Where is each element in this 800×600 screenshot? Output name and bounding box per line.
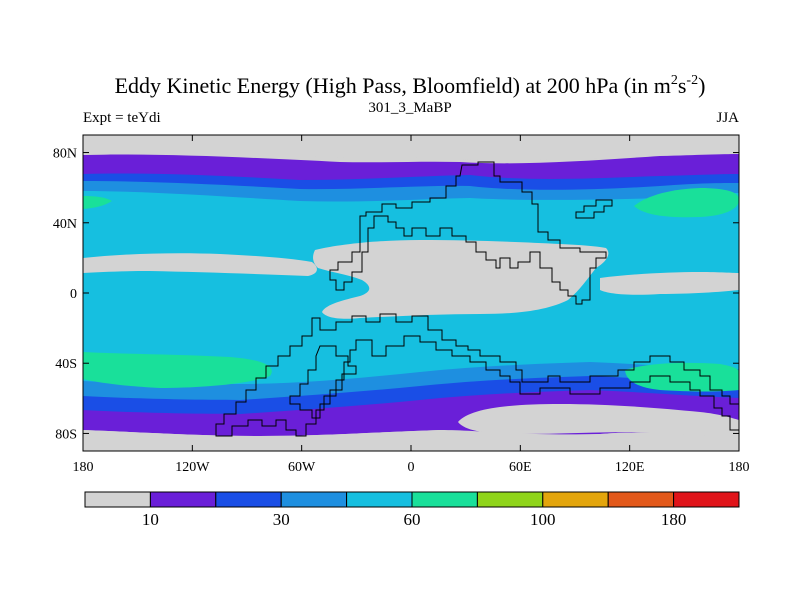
nodata-polar-south [83,430,739,451]
colorbar-box [542,491,609,508]
band-level-5-north-atlantic [83,196,112,209]
nodata-west-pacific [600,272,739,295]
lon-tick-label: 0 [408,460,415,475]
lon-tick-label: 120W [175,460,210,475]
lon-tick-label: 60W [288,460,316,475]
nodata-tropics-main [313,240,609,319]
nodata-south-pacific-blob [458,404,739,436]
nodata-polar-north [83,135,739,160]
colorbar-box [84,491,151,508]
coastline-north-continent [329,161,607,305]
lon-tick-label: 180 [73,460,94,475]
colorbar-box [215,491,282,508]
nodata-east-pacific [83,253,317,276]
colorbar-label: 10 [142,510,159,529]
lat-tick-label: 40S [55,357,77,372]
colorbar-box [607,491,675,508]
chart-title: Eddy Kinetic Energy (High Pass, Bloomfie… [115,73,706,98]
lon-tick-label: 180 [729,460,750,475]
colorbar-box [411,491,478,508]
colorbar-box [280,491,348,508]
lon-tick-label: 60E [509,460,532,475]
colorbar: 10 30 60 100 180 [84,491,740,529]
lon-tick-label: 120E [615,460,645,475]
lat-tick-label: 0 [70,287,77,302]
coastline-north-island [575,199,613,219]
colorbar-label: 30 [273,510,290,529]
colorbar-label: 180 [661,510,687,529]
axis-ticks: 80N 40N 0 40S 80S 180 120W 60W 0 60E 120E 180 [53,135,750,475]
lat-tick-label: 40N [53,217,77,232]
band-level-5-north-pacific [634,188,739,218]
colorbar-box [346,491,413,508]
chart-subtitle: 301_3_MaBP [368,100,451,116]
coastline-layer [215,161,739,437]
coastline-south-inner [289,345,357,419]
colorbar-label: 60 [404,510,421,529]
colorbar-box [476,491,544,508]
lat-tick-label: 80S [55,427,77,442]
coastline-south-continent [215,313,739,437]
colorbar-label: 100 [530,510,556,529]
contour-fill-layer [83,135,739,451]
map-panel: 80N 40N 0 40S 80S 180 120W 60W 0 60E 120E 180 [53,134,750,475]
lat-tick-label: 80N [53,147,77,162]
band-level-5-south-atlantic [83,352,272,388]
colorbar-box [673,491,740,508]
season-label: JJA [716,110,739,126]
colorbar-box [149,491,217,508]
experiment-label: Expt = teYdi [83,110,161,126]
